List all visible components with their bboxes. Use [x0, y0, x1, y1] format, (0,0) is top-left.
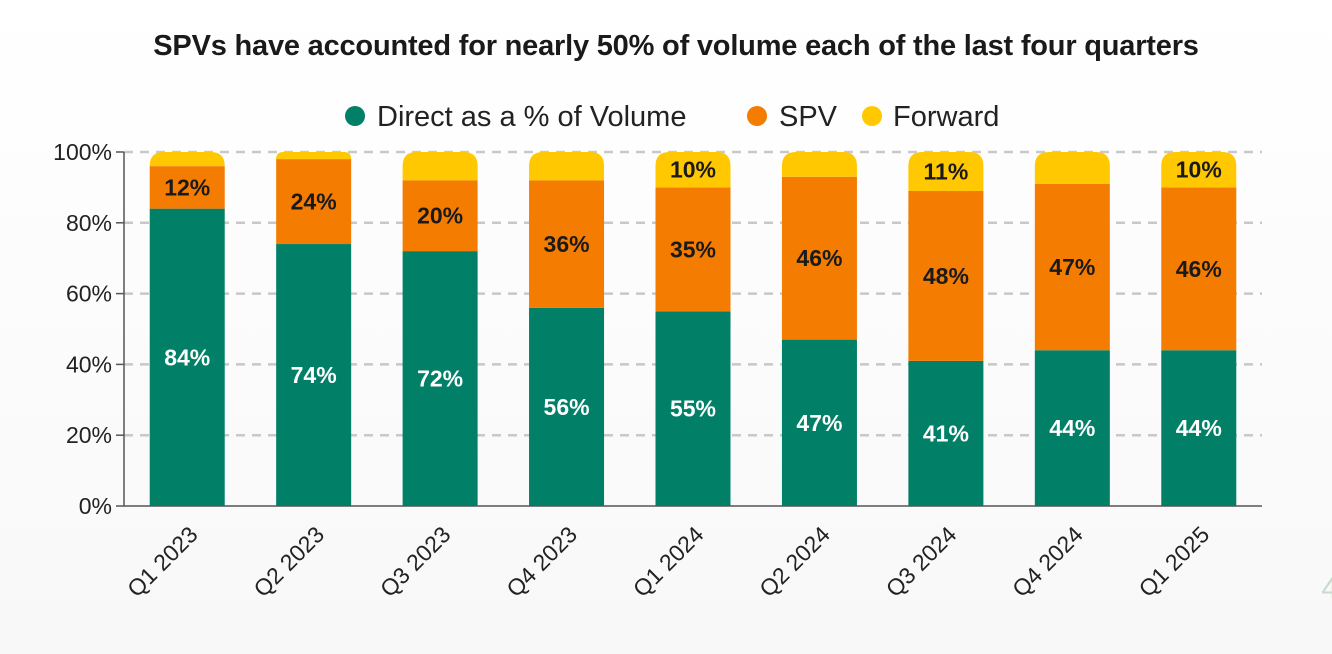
bar-segment-direct — [1034, 350, 1110, 506]
bar-segment-forward — [655, 152, 731, 188]
data-label-spv: 48% — [923, 263, 969, 289]
legend-label: Forward — [893, 101, 999, 133]
bar-stack — [149, 152, 225, 506]
data-label-direct: 56% — [544, 394, 590, 420]
data-label-direct: 74% — [291, 362, 337, 388]
bar-segment-spv — [529, 180, 605, 308]
bar-segment-spv — [276, 159, 352, 245]
bar-stack — [1034, 152, 1110, 506]
bar-segment-direct — [1161, 350, 1237, 506]
bar-stack — [781, 152, 857, 506]
x-tick-label: Q1 2024 — [628, 521, 709, 602]
legend-label: SPV — [779, 101, 838, 133]
bar-stack — [655, 152, 731, 506]
bar-segment-direct — [529, 307, 605, 506]
bar-segment-direct — [908, 360, 984, 506]
data-labels: 84% 12% 74% 24% 72% 20% 56% 36% 55% 35% 10% 47% 46% 4… — [164, 157, 1222, 447]
bar-segment-direct — [655, 311, 731, 506]
legend-item-spv: SPV — [747, 101, 838, 133]
x-tick-label: Q2 2024 — [754, 521, 835, 602]
data-label-direct: 44% — [1176, 415, 1222, 441]
x-tick-label: Q3 2023 — [375, 521, 456, 602]
data-label-spv: 36% — [544, 231, 590, 257]
y-tick-label: 0% — [79, 493, 112, 519]
bar-segment-spv — [402, 180, 478, 252]
data-label-spv: 12% — [164, 174, 210, 200]
data-label-spv: 46% — [796, 245, 842, 271]
bar-segment-forward — [1034, 152, 1110, 184]
bar-stack — [402, 152, 478, 506]
x-tick-label: Q4 2024 — [1007, 521, 1088, 602]
bar-stack — [1161, 152, 1237, 506]
y-tick-label: 100% — [53, 139, 112, 165]
bar-segment-spv — [149, 166, 225, 209]
x-tick-label: Q1 2023 — [122, 521, 203, 602]
bar-segment-direct — [149, 208, 225, 506]
x-tick-label: Q4 2023 — [501, 521, 582, 602]
bars — [149, 152, 1237, 507]
x-tick-label: Q1 2025 — [1134, 521, 1215, 602]
data-label-direct: 72% — [417, 366, 463, 392]
bar-segment-direct — [402, 251, 478, 506]
bar-segment-spv — [1034, 183, 1110, 351]
data-label-forward: 11% — [924, 158, 969, 184]
data-label-forward: 10% — [1176, 157, 1222, 183]
legend-item-forward: Forward — [862, 101, 999, 133]
data-label-direct: 84% — [164, 344, 210, 370]
legend-swatch — [862, 106, 882, 126]
bar-segment-spv — [908, 190, 984, 361]
bar-segment-forward — [1161, 152, 1237, 188]
data-label-direct: 47% — [796, 410, 842, 436]
data-label-spv: 35% — [670, 236, 716, 262]
data-label-direct: 44% — [1049, 415, 1095, 441]
data-label-spv: 47% — [1049, 254, 1095, 280]
data-label-spv: 24% — [291, 189, 337, 215]
data-label-spv: 46% — [1176, 256, 1222, 282]
y-tick-label: 20% — [66, 422, 112, 448]
bar-segment-direct — [276, 244, 352, 507]
data-label-direct: 41% — [923, 420, 969, 446]
y-tick-label: 80% — [66, 210, 112, 236]
bar-segment-forward — [781, 152, 857, 177]
y-tick-label: 60% — [66, 281, 112, 307]
bar-segment-spv — [1161, 187, 1237, 351]
y-tick-label: 40% — [66, 351, 112, 377]
data-label-direct: 55% — [670, 396, 716, 422]
bar-segment-forward — [402, 152, 478, 181]
page-number: 4 — [1321, 572, 1332, 605]
bar-stack — [276, 152, 352, 507]
legend-swatch — [345, 106, 365, 126]
x-tick-label: Q3 2024 — [881, 521, 962, 602]
bar-segment-forward — [149, 152, 225, 167]
bar-segment-spv — [781, 176, 857, 340]
x-tick-label: Q2 2023 — [248, 521, 329, 602]
bar-segment-spv — [655, 187, 731, 312]
bar-segment-forward — [529, 152, 605, 181]
legend-item-direct: Direct as a % of Volume — [345, 101, 686, 133]
bar-segment-forward — [908, 152, 984, 191]
bar-segment-direct — [781, 339, 857, 506]
bar-stack — [908, 152, 984, 506]
bar-stack — [529, 152, 605, 506]
data-label-spv: 20% — [417, 203, 463, 229]
legend-swatch — [747, 106, 767, 126]
bar-segment-forward — [276, 152, 352, 160]
legend: Direct as a % of Volume SPV Forward — [345, 101, 999, 133]
legend-label: Direct as a % of Volume — [377, 101, 686, 133]
data-label-forward: 10% — [670, 157, 716, 183]
chart-title: SPVs have accounted for nearly 50% of vo… — [153, 30, 1199, 62]
